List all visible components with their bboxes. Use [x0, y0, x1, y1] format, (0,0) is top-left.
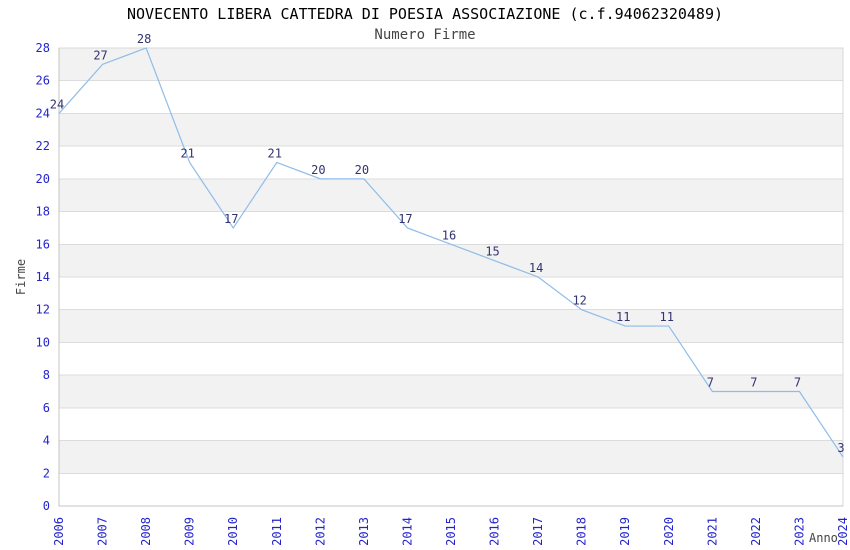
- chart-subtitle: Numero Firme: [374, 27, 476, 43]
- data-point-label: 7: [794, 376, 801, 390]
- y-tick-label: 24: [36, 106, 50, 120]
- x-tick-label: 2024: [836, 517, 850, 546]
- data-point-label: 15: [485, 245, 499, 259]
- plot-band: [59, 309, 843, 343]
- x-tick-label: 2021: [705, 517, 719, 546]
- plot-band: [59, 407, 843, 441]
- data-point-label: 14: [529, 261, 543, 275]
- x-tick-label: 2018: [575, 517, 589, 546]
- plot-band: [59, 113, 843, 147]
- data-point-label: 21: [180, 147, 194, 161]
- x-tick-label: 2020: [662, 517, 676, 546]
- x-tick-label: 2009: [183, 517, 197, 546]
- x-tick-label: 2023: [792, 517, 806, 546]
- data-point-label: 7: [750, 376, 757, 390]
- chart-title: NOVECENTO LIBERA CATTEDRA DI POESIA ASSO…: [126, 5, 724, 23]
- y-tick-label: 2: [43, 466, 50, 480]
- x-tick-label: 2017: [531, 517, 545, 546]
- x-tick-label: 2012: [313, 517, 327, 546]
- data-point-label: 27: [93, 48, 107, 62]
- y-tick-label: 4: [43, 434, 50, 448]
- x-tick-label: 2016: [488, 517, 502, 546]
- data-point-label: 20: [311, 163, 325, 177]
- x-tick-label: 2022: [749, 517, 763, 546]
- data-point-label: 17: [224, 212, 238, 226]
- plot-band: [59, 48, 843, 81]
- data-point-label: 24: [50, 97, 64, 111]
- data-point-label: 20: [355, 163, 369, 177]
- plot-band: [59, 277, 843, 310]
- x-tick-label: 2015: [444, 517, 458, 546]
- x-tick-label: 2011: [270, 517, 284, 546]
- y-tick-label: 16: [36, 237, 50, 251]
- y-tick-label: 0: [43, 499, 50, 513]
- y-tick-label: 28: [36, 41, 50, 55]
- plot-band: [59, 342, 843, 376]
- plot-band: [59, 440, 843, 474]
- y-tick-label: 18: [36, 205, 50, 219]
- y-tick-label: 12: [36, 303, 50, 317]
- data-point-label: 16: [442, 228, 456, 242]
- series-line: [58, 47, 844, 458]
- data-point-label: 7: [707, 376, 714, 390]
- data-point-label: 17: [398, 212, 412, 226]
- plot-band: [59, 80, 843, 114]
- y-tick-label: 6: [43, 401, 50, 415]
- x-tick-label: 2006: [52, 517, 66, 546]
- plot-band: [59, 473, 843, 506]
- data-point-label: 3: [837, 441, 844, 455]
- plot-band: [59, 211, 843, 245]
- x-tick-label: 2013: [357, 517, 371, 546]
- y-tick-label: 20: [36, 172, 50, 186]
- plot-band: [59, 146, 843, 179]
- data-point-label: 12: [572, 294, 586, 308]
- plot-band: [59, 244, 843, 277]
- data-point-label: 11: [616, 310, 630, 324]
- data-point-label: 21: [268, 147, 282, 161]
- x-tick-label: 2007: [96, 517, 110, 546]
- data-point-label: 11: [660, 310, 674, 324]
- y-tick-label: 10: [36, 335, 50, 349]
- y-tick-label: 14: [36, 270, 50, 284]
- y-tick-label: 8: [43, 368, 50, 382]
- x-tick-label: 2019: [618, 517, 632, 546]
- x-tick-label: 2010: [226, 517, 240, 546]
- y-tick-label: 22: [36, 139, 50, 153]
- x-axis-label: Anno: [809, 531, 838, 545]
- y-tick-label: 26: [36, 74, 50, 88]
- data-point-label: 28: [137, 32, 151, 46]
- x-tick-label: 2008: [139, 517, 153, 546]
- x-tick-label: 2014: [400, 517, 414, 546]
- plot-band: [59, 178, 843, 212]
